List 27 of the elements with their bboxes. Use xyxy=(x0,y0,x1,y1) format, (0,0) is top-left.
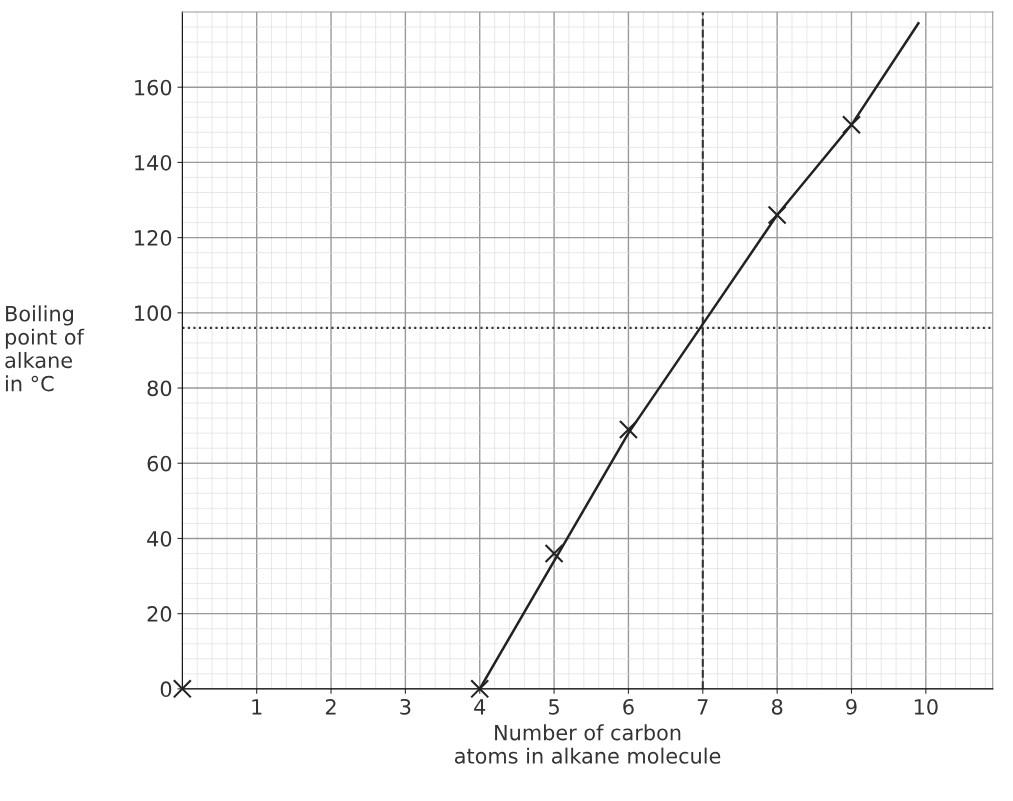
y-tick-label: 20 xyxy=(147,606,172,622)
x-tick-label: 3 xyxy=(400,698,411,715)
x-tick-label: 7 xyxy=(697,699,708,715)
x-axis-title: Number of carbon atoms in alkane molecule xyxy=(454,724,721,764)
y-tick-label: 80 xyxy=(147,380,172,397)
x-tick-label: 4 xyxy=(474,699,486,715)
x-tick-label: 9 xyxy=(846,698,857,715)
y-tick-label: 60 xyxy=(147,455,172,472)
x-tick-label: 1 xyxy=(252,699,262,715)
y-tick-label: 0 xyxy=(160,681,172,698)
point xyxy=(544,543,564,564)
y-tick-label: 120 xyxy=(135,230,172,246)
x-tick-label: 6 xyxy=(623,698,634,715)
x-tick-label: 8 xyxy=(771,698,783,715)
y-tick-label: 40 xyxy=(147,530,172,547)
point xyxy=(618,419,638,439)
point xyxy=(841,115,862,135)
y-tick-label: 140 xyxy=(135,154,172,171)
x-tick-label: 10 xyxy=(914,698,938,715)
y-axis-title: Boiling point of alkane in °C xyxy=(5,305,85,392)
point xyxy=(767,205,787,225)
y-tick-label: 100 xyxy=(135,305,172,322)
x-tick-label: 5 xyxy=(549,699,559,715)
x-tick-label: 2 xyxy=(325,698,336,715)
y-tick-label: 160 xyxy=(135,79,172,96)
point xyxy=(470,679,490,699)
point xyxy=(172,679,192,699)
